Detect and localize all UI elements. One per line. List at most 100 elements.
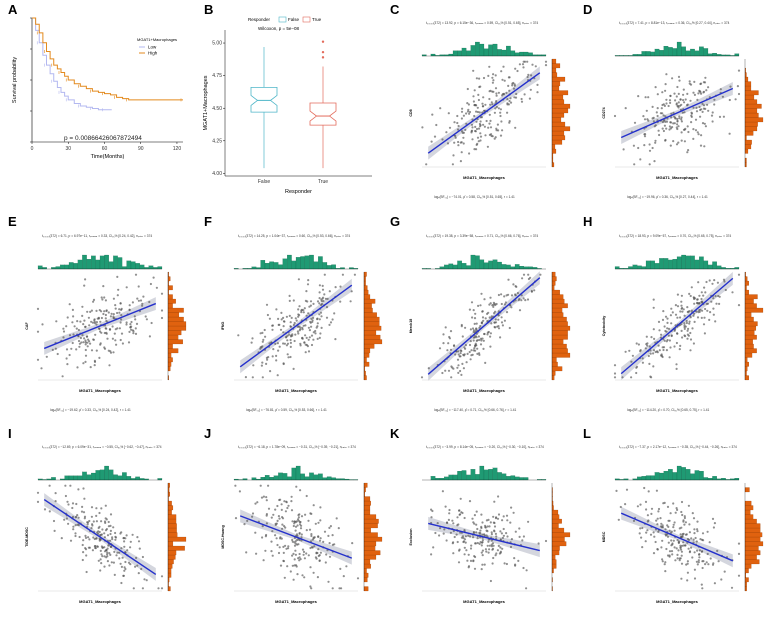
data-point (684, 315, 686, 317)
x-axis-title: MGAT1_Macrophages (463, 388, 505, 393)
data-point (509, 97, 511, 99)
data-point (501, 532, 503, 534)
right-histogram-bar (745, 113, 759, 118)
data-point (100, 520, 102, 522)
data-point (676, 342, 678, 344)
data-point (289, 315, 291, 317)
right-histogram-bar (168, 555, 175, 560)
data-point (476, 128, 478, 130)
data-point (639, 527, 641, 529)
right-histogram-bar (745, 546, 759, 551)
top-histogram-bar (449, 264, 453, 269)
right-histogram-bar (745, 488, 750, 493)
data-point (442, 333, 444, 335)
top-histogram-bar (511, 51, 515, 56)
data-point (109, 525, 111, 527)
data-point (453, 345, 455, 347)
top-histogram-bar (82, 255, 86, 269)
data-point (472, 354, 474, 356)
data-point (503, 515, 505, 517)
data-point (690, 295, 692, 297)
right-histogram-bar (364, 551, 380, 556)
data-point (671, 553, 673, 555)
data-point (252, 376, 254, 378)
top-histogram-bar (712, 476, 716, 480)
data-point (488, 66, 490, 68)
top-histogram-bar (42, 267, 46, 269)
right-histogram-bar (552, 95, 563, 100)
data-point (684, 515, 686, 517)
data-point (91, 349, 93, 351)
data-point (485, 548, 487, 550)
data-point (653, 349, 655, 351)
data-point (620, 506, 622, 508)
data-point (512, 283, 514, 285)
data-point (530, 74, 532, 76)
data-point (143, 578, 145, 580)
y-tick-label: 4.50 (212, 106, 222, 112)
data-point (513, 88, 515, 90)
data-point (484, 525, 486, 527)
data-point (683, 326, 685, 328)
data-point (37, 308, 39, 310)
data-point (681, 311, 683, 313)
data-point (310, 318, 312, 320)
data-point (507, 85, 509, 87)
data-point (292, 553, 294, 555)
top-histogram-bar (135, 263, 139, 269)
right-histogram-bar (745, 317, 754, 322)
data-point (490, 90, 492, 92)
data-point (98, 357, 100, 359)
data-point (275, 355, 277, 357)
top-histogram-bar (96, 260, 100, 269)
data-point (106, 518, 108, 520)
data-point (99, 344, 101, 346)
data-point (695, 129, 697, 131)
data-point (476, 348, 478, 350)
data-point (80, 337, 82, 339)
data-point (709, 279, 711, 281)
data-point (461, 111, 463, 113)
data-point (685, 98, 687, 100)
scatter-panel-i: t₀₀₀₀₀(372) = −12.69, p = 6.09e−31, rₚₑₐ… (25, 445, 186, 618)
top-histogram-bar (726, 55, 730, 56)
data-point (474, 126, 476, 128)
data-point (469, 344, 471, 346)
data-point (493, 522, 495, 524)
right-histogram-bar (745, 555, 757, 560)
data-point (116, 312, 118, 314)
data-point (488, 98, 490, 100)
data-point (492, 562, 494, 564)
data-point (507, 279, 509, 281)
top-histogram-bar (122, 472, 126, 480)
data-point (330, 321, 332, 323)
data-point (489, 104, 491, 106)
data-point (662, 346, 664, 348)
data-point (475, 542, 477, 544)
data-point (624, 503, 626, 505)
data-point (283, 363, 285, 365)
top-histogram-bar (633, 265, 637, 269)
data-point (653, 531, 655, 533)
data-point (717, 282, 719, 284)
data-point (465, 112, 467, 114)
data-point (689, 550, 691, 552)
data-point (309, 566, 311, 568)
data-point (661, 526, 663, 528)
data-point (85, 537, 87, 539)
right-histogram-bar (364, 537, 382, 542)
data-point (496, 303, 498, 305)
data-point (82, 323, 84, 325)
data-point (452, 552, 454, 554)
data-point (89, 343, 91, 345)
right-histogram-bar (552, 340, 563, 345)
data-point (639, 158, 641, 160)
right-histogram-bar (552, 322, 568, 327)
data-point (690, 547, 692, 549)
data-point (495, 535, 497, 537)
data-point (136, 298, 138, 300)
data-point (491, 545, 493, 547)
data-point (670, 314, 672, 316)
y-axis-title: Exclusion (409, 529, 413, 546)
